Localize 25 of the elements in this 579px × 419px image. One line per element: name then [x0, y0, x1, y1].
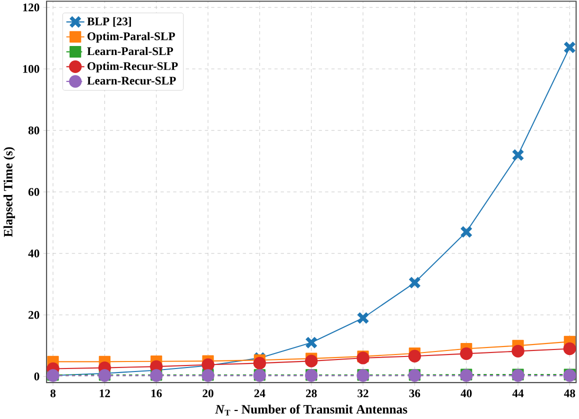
x-tick-label: 32	[358, 390, 368, 398]
y-tick-label: 60	[28, 188, 40, 196]
x-tick-label: 28	[306, 390, 317, 398]
legend-label: Learn-Recur-SLP	[87, 76, 176, 85]
x-tick-label: 20	[202, 390, 214, 398]
x-tick-label: 8	[50, 390, 56, 398]
legend-label: Optim-Recur-SLP	[88, 62, 178, 72]
x-axis-title: N$_{T}$ - Number of Transmit Antennas	[215, 404, 408, 416]
legend-label: Optim-Paral-SLP	[88, 32, 175, 43]
x-tick-label: 36	[409, 390, 420, 398]
y-tick-label: 0	[34, 372, 40, 380]
y-axis-title: Elapsed Time (s)	[4, 147, 16, 238]
x-tick-label: 12	[100, 390, 110, 398]
legend-label: Learn-Paral-SLP	[87, 47, 174, 56]
x-tick-label: 40	[460, 390, 472, 398]
x-tick-label: 48	[564, 390, 576, 398]
y-tick-label: 20	[28, 311, 40, 319]
y-tick-label: 80	[28, 126, 40, 134]
x-tick-label: 16	[151, 390, 162, 398]
x-tick-label: 24	[254, 390, 266, 398]
y-tick-label: 40	[28, 250, 40, 258]
y-tick-label: 120	[23, 4, 40, 12]
y-tick-label: 100	[23, 65, 40, 73]
x-tick-label: 44	[512, 390, 524, 398]
legend-label: BLP [23]	[87, 17, 131, 27]
